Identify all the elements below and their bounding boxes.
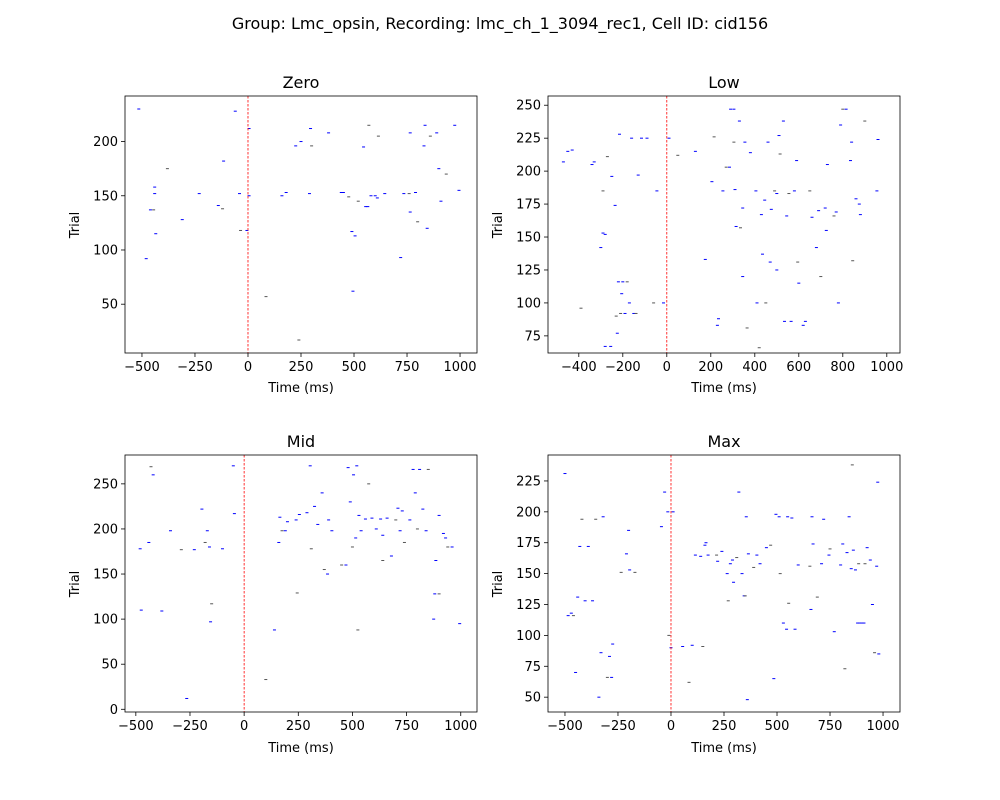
x-tick-label: 1000 — [443, 360, 476, 375]
y-tick-label: 125 — [516, 598, 541, 613]
x-tick-label: 600 — [786, 360, 811, 375]
x-axis-label: Time (ms) — [690, 381, 757, 396]
y-axis-label: Trial — [491, 571, 506, 599]
x-tick-label: 750 — [818, 719, 843, 734]
x-tick-label: 1000 — [444, 719, 477, 734]
x-axis-label: Time (ms) — [690, 741, 757, 756]
panel-title: Low — [708, 73, 740, 92]
x-tick-label: 500 — [340, 719, 365, 734]
x-tick-label: 750 — [394, 719, 419, 734]
y-tick-label: 100 — [516, 296, 541, 311]
y-tick-label: 200 — [93, 135, 118, 150]
x-tick-label: −250 — [177, 360, 213, 375]
y-tick-label: 250 — [93, 477, 118, 492]
x-tick-label: −500 — [118, 719, 154, 734]
x-tick-label: 800 — [830, 360, 855, 375]
plot-area: −500 −250 0 250 500 750 1000 50 75 100 125 150 175 20… — [516, 454, 901, 734]
axes-frame — [124, 454, 478, 713]
y-axis-label: Trial — [491, 212, 506, 240]
plot-area: −500 −250 0 250 500 750 1000 50 100 150 200 — [93, 95, 478, 375]
y-tick-label: 200 — [516, 165, 541, 180]
plot-area: −500 −250 0 250 500 750 1000 0 50 100 150 200 250 — [93, 454, 478, 734]
x-axis-label: Time (ms) — [267, 741, 334, 756]
panel-mid: Mid Time (ms) Trial −500 −250 0 250 500 750 10… — [68, 432, 478, 756]
x-tick-label: −200 — [605, 360, 641, 375]
y-tick-label: 50 — [524, 691, 541, 706]
x-tick-label: 0 — [244, 360, 252, 375]
y-tick-label: 50 — [101, 658, 118, 673]
x-tick-label: −250 — [600, 719, 636, 734]
axes-frame — [547, 95, 901, 354]
y-tick-label: 175 — [516, 198, 541, 213]
x-tick-label: 1000 — [866, 719, 899, 734]
x-tick-label: 250 — [289, 360, 314, 375]
panel-title: Mid — [287, 432, 315, 451]
x-tick-label: 250 — [712, 719, 737, 734]
y-tick-label: 150 — [93, 189, 118, 204]
x-tick-label: −500 — [124, 360, 160, 375]
x-tick-label: 0 — [663, 360, 671, 375]
x-tick-label: 400 — [742, 360, 767, 375]
y-tick-label: 75 — [524, 660, 541, 675]
y-tick-label: 175 — [516, 536, 541, 551]
y-tick-label: 200 — [516, 505, 541, 520]
y-tick-label: 100 — [93, 243, 118, 258]
x-tick-label: 250 — [286, 719, 311, 734]
plot-area: −400 −200 0 200 400 600 800 1000 75 100 125 150 175 2… — [516, 95, 903, 375]
y-tick-label: 150 — [516, 231, 541, 246]
panel-title: Zero — [283, 73, 320, 92]
x-tick-label: 500 — [765, 719, 790, 734]
x-tick-label: 1000 — [870, 360, 903, 375]
y-tick-label: 150 — [93, 568, 118, 583]
x-tick-label: −400 — [561, 360, 597, 375]
y-tick-label: 50 — [101, 298, 118, 313]
x-tick-label: −500 — [547, 719, 583, 734]
x-tick-label: 0 — [240, 719, 248, 734]
y-tick-label: 250 — [516, 99, 541, 114]
y-tick-label: 150 — [516, 567, 541, 582]
x-axis-label: Time (ms) — [267, 381, 334, 396]
y-tick-label: 100 — [516, 629, 541, 644]
y-tick-label: 100 — [93, 613, 118, 628]
y-tick-label: 200 — [93, 522, 118, 537]
x-tick-label: 750 — [395, 360, 420, 375]
x-tick-label: 200 — [698, 360, 723, 375]
y-tick-label: 225 — [516, 474, 541, 489]
figure-suptitle: Group: Lmc_opsin, Recording: lmc_ch_1_30… — [232, 14, 768, 34]
y-tick-label: 125 — [516, 263, 541, 278]
y-tick-label: 0 — [110, 703, 118, 718]
panel-zero: Zero Time (ms) Trial −500 −250 0 250 500 750 1… — [68, 73, 478, 396]
x-tick-label: −250 — [172, 719, 208, 734]
y-tick-label: 75 — [524, 329, 541, 344]
panel-title: Max — [707, 432, 740, 451]
y-tick-label: 225 — [516, 132, 541, 147]
y-axis-label: Trial — [68, 212, 83, 240]
x-tick-label: 0 — [667, 719, 675, 734]
panel-max: Max Time (ms) Trial −500 −250 0 250 500 750 10… — [491, 432, 901, 756]
x-tick-label: 500 — [342, 360, 367, 375]
y-axis-label: Trial — [68, 571, 83, 599]
panel-low: Low Time (ms) Trial −400 −200 0 200 400 600 80… — [491, 73, 903, 396]
